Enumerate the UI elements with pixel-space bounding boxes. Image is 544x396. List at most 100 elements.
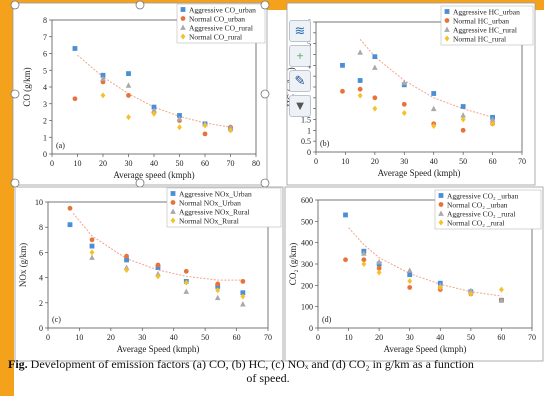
data-point (126, 92, 131, 98)
x-tick-label: 80 (252, 159, 260, 168)
data-point (215, 287, 221, 294)
data-point (372, 64, 378, 70)
x-tick-label: 10 (75, 333, 83, 342)
x-tick-label: 50 (176, 159, 184, 168)
data-point (361, 250, 367, 256)
y-tick-label: 0.5 (301, 137, 311, 146)
x-tick-label: 10 (74, 159, 82, 168)
data-point (357, 78, 363, 83)
legend-label: Normal CO₂ _urban (447, 201, 508, 210)
caption-line1: Development of emission factors (a) CO, … (27, 357, 474, 371)
data-point (89, 249, 95, 256)
data-point (357, 92, 363, 99)
trend-line (72, 212, 243, 281)
legend-label: Normal HC_urban (453, 17, 509, 26)
data-point (401, 79, 408, 86)
data-point (372, 105, 378, 112)
data-point (202, 131, 208, 137)
series-3 (89, 249, 246, 300)
legend-marker (444, 9, 450, 14)
x-tick-label: 50 (467, 333, 475, 342)
x-tick-label: 60 (497, 333, 505, 342)
legend-label: Normal NOx_Rural (179, 217, 239, 226)
resize-handle[interactable] (135, 0, 145, 10)
y-tick-label: 8 (43, 16, 47, 25)
data-point (155, 262, 161, 268)
data-point (151, 110, 157, 117)
add-element-button[interactable]: + (289, 45, 311, 67)
panel-label: (c) (52, 315, 61, 324)
plot-area (47, 201, 269, 329)
legend-label: Normal HC_rural (453, 35, 506, 44)
legend-marker (180, 24, 186, 30)
panel-label: (a) (56, 141, 65, 150)
chart-panel-b: 01020304050607000.511.522.533.544.555.56… (286, 2, 536, 186)
legend-label: Aggressive HC_urban (453, 8, 520, 17)
data-point (357, 49, 363, 55)
y-tick-label: 400 (301, 239, 313, 248)
legend-label: Normal CO_urban (189, 15, 245, 24)
x-tick-label: 40 (150, 159, 158, 168)
data-point (124, 253, 129, 259)
data-point (89, 254, 95, 260)
x-tick-label: 30 (406, 333, 414, 342)
y-tick-label: 1 (43, 133, 47, 142)
x-tick-label: 70 (528, 333, 536, 342)
chart-style-button[interactable]: ✎ (289, 70, 311, 92)
y-tick-label: 6 (39, 248, 43, 257)
data-point (430, 105, 437, 112)
y-tick-label: 300 (301, 260, 313, 269)
legend-marker (170, 191, 176, 196)
layout-button[interactable]: ≋ (289, 20, 311, 42)
x-tick-label: 0 (46, 333, 50, 342)
resize-handle[interactable] (260, 89, 270, 99)
resize-handle[interactable] (10, 0, 20, 10)
data-point (460, 127, 466, 133)
data-point (401, 110, 407, 116)
legend-label: Normal CO₂ _rural (447, 219, 505, 228)
data-point (100, 92, 106, 99)
x-tick-label: 70 (264, 333, 272, 342)
data-point (215, 284, 221, 289)
data-point (499, 286, 504, 293)
resize-handle[interactable] (260, 0, 270, 10)
legend-label: Aggressive NOx_Urban (179, 190, 252, 199)
data-point (240, 290, 246, 296)
data-point (125, 82, 132, 88)
y-tick-label: 2 (43, 117, 47, 126)
data-point (227, 124, 234, 130)
data-point (183, 268, 189, 274)
y-tick-label: 600 (301, 196, 313, 205)
legend-marker (438, 202, 444, 207)
y-tick-label: 0 (43, 150, 47, 159)
x-tick-label: 60 (201, 159, 209, 168)
x-tick-label: 30 (125, 159, 133, 168)
data-point (100, 72, 106, 78)
data-point (490, 120, 495, 127)
data-point (407, 278, 413, 285)
legend-marker (170, 200, 176, 205)
data-point (67, 222, 73, 228)
legend-label: Aggressive CO_urban (189, 6, 256, 15)
data-point (376, 258, 382, 265)
data-point (177, 113, 182, 118)
resize-handle[interactable] (10, 89, 20, 99)
x-tick-label: 20 (99, 159, 107, 168)
data-point (155, 273, 161, 280)
x-axis-label: Average Speed (kmph) (378, 168, 461, 178)
chart-panel-c: 0 10 20 30 40 50 60 70 0 2 4 6 8 10 Average Speed (kmp… (14, 186, 284, 362)
data-point (489, 116, 496, 122)
data-point (407, 285, 413, 290)
legend-label: Aggressive CO₂ _rural (447, 210, 515, 219)
legend-marker (170, 208, 176, 214)
data-point (376, 269, 382, 276)
data-point (240, 278, 246, 284)
series-3 (361, 261, 504, 297)
x-axis-label: Average Speed (kmph) (117, 344, 200, 354)
plus-icon: + (296, 48, 304, 63)
caption-line2: of speed. (246, 371, 290, 385)
chart-filter-button[interactable]: ▼ (289, 95, 311, 117)
data-point (372, 54, 378, 60)
legend-label: Aggressive NOx_Rural (179, 208, 250, 217)
data-point (460, 112, 466, 118)
